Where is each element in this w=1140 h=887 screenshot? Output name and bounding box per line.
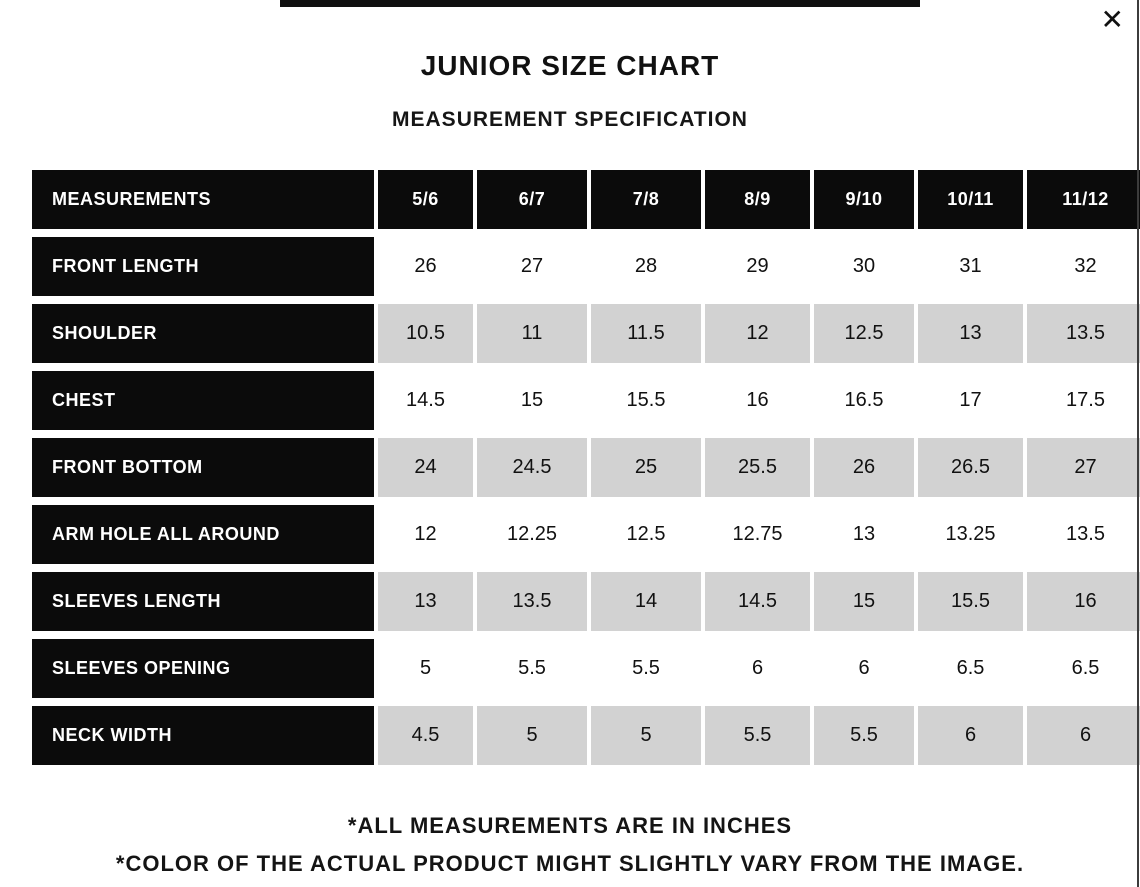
value-cell: 5.5 (477, 639, 587, 698)
table-row: CHEST 14.5 15 15.5 16 16.5 17 17.5 (32, 371, 1140, 430)
value-cell: 12.75 (705, 505, 810, 564)
value-cell: 30 (814, 237, 914, 296)
page-subtitle: MEASUREMENT SPECIFICATION (392, 108, 748, 131)
value-cell: 11 (477, 304, 587, 363)
header-cell-size: 7/8 (591, 170, 701, 229)
header-cell-size: 5/6 (378, 170, 473, 229)
value-cell: 5.5 (591, 639, 701, 698)
page-title: JUNIOR SIZE CHART (420, 50, 720, 81)
value-cell: 15 (477, 371, 587, 430)
value-cell: 27 (477, 237, 587, 296)
value-cell: 13 (918, 304, 1023, 363)
row-label-cell: NECK WIDTH (32, 706, 374, 765)
value-cell: 6 (1027, 706, 1140, 765)
footnote-measurements-units: *ALL MEASUREMENTS ARE IN INCHES (347, 813, 793, 838)
value-cell: 6 (705, 639, 810, 698)
value-cell: 13 (814, 505, 914, 564)
table-row: SHOULDER 10.5 11 11.5 12 12.5 13 13.5 (32, 304, 1140, 363)
value-cell: 26 (814, 438, 914, 497)
value-cell: 17.5 (1027, 371, 1140, 430)
value-cell: 12.5 (814, 304, 914, 363)
value-cell: 15 (814, 572, 914, 631)
table-row: FRONT BOTTOM 24 24.5 25 25.5 26 26.5 27 (32, 438, 1140, 497)
value-cell: 5.5 (705, 706, 810, 765)
table-row: SLEEVES LENGTH 13 13.5 14 14.5 15 15.5 16 (32, 572, 1140, 631)
value-cell: 16 (1027, 572, 1140, 631)
top-partial-bar (280, 0, 920, 7)
value-cell: 5 (477, 706, 587, 765)
row-label-cell: SLEEVES OPENING (32, 639, 374, 698)
value-cell: 6 (814, 639, 914, 698)
value-cell: 16 (705, 371, 810, 430)
header-cell-measurements: MEASUREMENTS (32, 170, 374, 229)
value-cell: 6 (918, 706, 1023, 765)
value-cell: 11.5 (591, 304, 701, 363)
header-cell-size: 6/7 (477, 170, 587, 229)
value-cell: 5.5 (814, 706, 914, 765)
value-cell: 12 (378, 505, 473, 564)
header-cell-size: 9/10 (814, 170, 914, 229)
row-label-cell: CHEST (32, 371, 374, 430)
value-cell: 28 (591, 237, 701, 296)
value-cell: 12 (705, 304, 810, 363)
value-cell: 25.5 (705, 438, 810, 497)
header-cell-size: 11/12 (1027, 170, 1140, 229)
row-label-cell: SLEEVES LENGTH (32, 572, 374, 631)
value-cell: 13.5 (1027, 505, 1140, 564)
value-cell: 14.5 (378, 371, 473, 430)
footnote-color-disclaimer: *COLOR OF THE ACTUAL PRODUCT MIGHT SLIGH… (115, 851, 1025, 876)
table-row: SLEEVES OPENING 5 5.5 5.5 6 6 6.5 6.5 (32, 639, 1140, 698)
value-cell: 15.5 (591, 371, 701, 430)
value-cell: 29 (705, 237, 810, 296)
header-cell-size: 10/11 (918, 170, 1023, 229)
value-cell: 12.5 (591, 505, 701, 564)
value-cell: 6.5 (1027, 639, 1140, 698)
footnotes: *ALL MEASUREMENTS ARE IN INCHES *COLOR O… (0, 807, 1140, 883)
value-cell: 24.5 (477, 438, 587, 497)
size-table: MEASUREMENTS 5/6 6/7 7/8 8/9 9/10 10/11 11/12 F… (28, 162, 1140, 773)
value-cell: 5 (378, 639, 473, 698)
row-label-cell: FRONT BOTTOM (32, 438, 374, 497)
value-cell: 13 (378, 572, 473, 631)
value-cell: 27 (1027, 438, 1140, 497)
value-cell: 17 (918, 371, 1023, 430)
value-cell: 26 (378, 237, 473, 296)
value-cell: 5 (591, 706, 701, 765)
value-cell: 13.5 (1027, 304, 1140, 363)
modal-right-edge (1137, 0, 1139, 887)
value-cell: 12.25 (477, 505, 587, 564)
value-cell: 26.5 (918, 438, 1023, 497)
header-cell-size: 8/9 (705, 170, 810, 229)
value-cell: 24 (378, 438, 473, 497)
value-cell: 13.25 (918, 505, 1023, 564)
row-label-cell: SHOULDER (32, 304, 374, 363)
value-cell: 32 (1027, 237, 1140, 296)
value-cell: 10.5 (378, 304, 473, 363)
value-cell: 13.5 (477, 572, 587, 631)
table-header-row: MEASUREMENTS 5/6 6/7 7/8 8/9 9/10 10/11 11/12 (32, 170, 1140, 229)
value-cell: 31 (918, 237, 1023, 296)
value-cell: 16.5 (814, 371, 914, 430)
value-cell: 15.5 (918, 572, 1023, 631)
value-cell: 14 (591, 572, 701, 631)
value-cell: 6.5 (918, 639, 1023, 698)
row-label-cell: FRONT LENGTH (32, 237, 374, 296)
value-cell: 14.5 (705, 572, 810, 631)
table-row: FRONT LENGTH 26 27 28 29 30 31 32 (32, 237, 1140, 296)
table-row: ARM HOLE ALL AROUND 12 12.25 12.5 12.75 13 13.… (32, 505, 1140, 564)
row-label-cell: ARM HOLE ALL AROUND (32, 505, 374, 564)
value-cell: 25 (591, 438, 701, 497)
value-cell: 4.5 (378, 706, 473, 765)
table-row: NECK WIDTH 4.5 5 5 5.5 5.5 6 6 (32, 706, 1140, 765)
close-icon[interactable]: ✕ (1100, 4, 1124, 35)
